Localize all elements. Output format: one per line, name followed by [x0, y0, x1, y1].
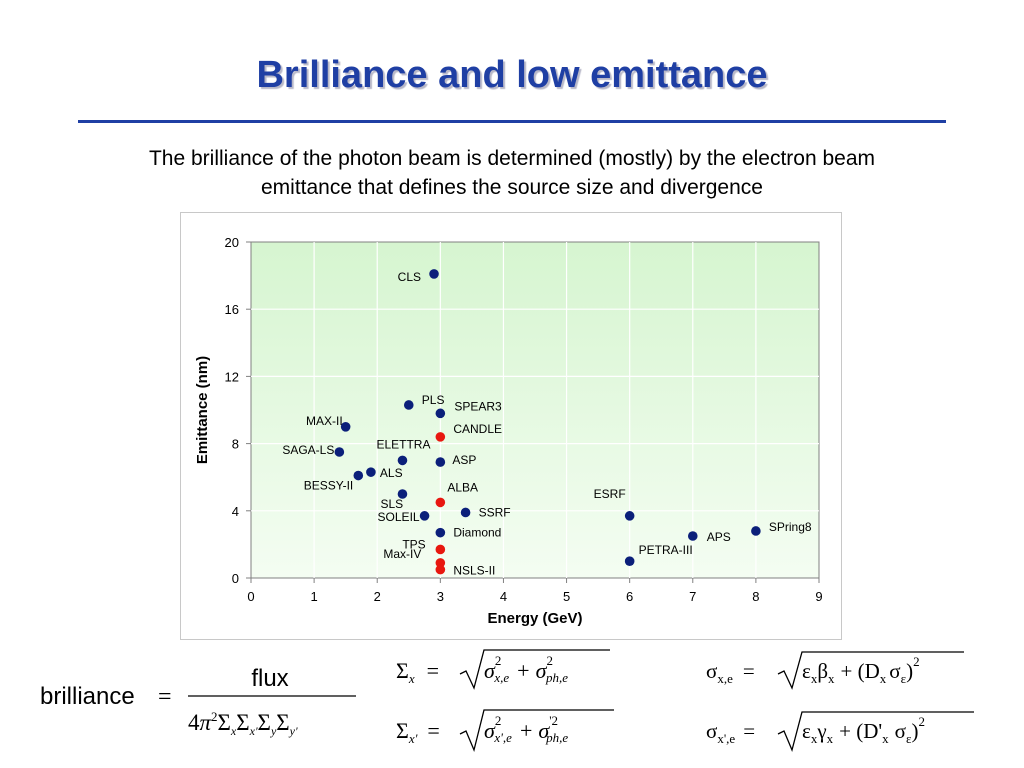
x-tick-label: 3 [437, 589, 444, 604]
data-label-asp: ASP [452, 453, 476, 467]
brilliance-denominator: 4π2ΣxΣx'ΣyΣy' [188, 709, 298, 738]
data-point-alba [435, 497, 446, 508]
data-point-bessy-ii [353, 470, 364, 481]
data-point-nsls-ii [435, 564, 446, 575]
data-label-candle: CANDLE [453, 422, 502, 436]
data-point-sls [397, 489, 408, 499]
x-tick-label: 8 [752, 589, 759, 604]
data-label-petra-iii: PETRA-III [639, 543, 693, 557]
y-tick-label: 20 [225, 235, 239, 250]
svg-text:σx,e=: σx,e = [706, 659, 755, 686]
data-label-spear3: SPEAR3 [454, 399, 502, 413]
brilliance-formula: brilliance = flux 4π2ΣxΣx'ΣyΣy' [40, 665, 356, 738]
data-label-sls: SLS [380, 497, 403, 511]
svg-text:σx',e=: σx',e = [706, 719, 755, 746]
data-label-max-ii: MAX-II [306, 414, 343, 428]
x-tick-label: 5 [563, 589, 570, 604]
data-point-als [366, 467, 376, 477]
data-label-nsls-ii: NSLS-II [453, 564, 495, 578]
sigma-xpe-formula: σx',e = εxγx + (D'x σε)2 [706, 711, 974, 753]
svg-text:σ2x',e+σ'2ph,e: σ2 x',e + σ'2 ph,e [484, 713, 568, 745]
data-point-pls [403, 400, 414, 410]
data-label-max-iv: Max-IV [383, 547, 421, 561]
x-tick-label: 1 [310, 589, 317, 604]
data-label-pls: PLS [422, 393, 445, 407]
data-point-petra-iii [624, 556, 635, 566]
data-point-spring8 [751, 526, 761, 536]
x-tick-label: 7 [689, 589, 696, 604]
y-tick-label: 8 [232, 437, 239, 452]
brilliance-equals: = [158, 684, 172, 710]
y-tick-label: 0 [232, 571, 239, 586]
data-label-spring8: SPring8 [769, 520, 812, 534]
title-underline [78, 120, 946, 123]
y-tick-label: 16 [225, 302, 239, 317]
data-point-tps [435, 544, 446, 555]
brilliance-lhs: brilliance [40, 683, 135, 710]
data-point-esrf [624, 511, 635, 521]
x-tick-label: 6 [626, 589, 633, 604]
data-label-als: ALS [380, 466, 403, 480]
data-label-esrf: ESRF [594, 487, 626, 501]
data-label-cls: CLS [398, 270, 421, 284]
x-tick-label: 0 [247, 589, 254, 604]
x-tick-label: 9 [815, 589, 822, 604]
data-point-saga-ls [334, 447, 345, 457]
data-point-elettra [397, 455, 408, 466]
data-label-bessy-ii: BESSY-II [304, 479, 354, 493]
data-label-alba: ALBA [447, 480, 478, 494]
subtitle-line-1: The brilliance of the photon beam is det… [148, 147, 876, 170]
y-axis-label: Emittance (nm) [194, 356, 211, 464]
data-label-tps: TPS [402, 537, 425, 551]
sigma-xprime-formula: Σx' = σ2 x',e + σ'2 ph,e [396, 709, 614, 753]
sigma-x-formula: Σx = σ2 x,e + σ2 ph,e [396, 649, 610, 690]
y-tick-label: 4 [232, 504, 239, 519]
x-axis-label: Energy (GeV) [487, 610, 582, 627]
data-point-diamond [435, 527, 446, 538]
x-tick-label: 4 [500, 589, 507, 604]
data-point-asp [435, 457, 446, 467]
svg-text:Σx=: Σx = [396, 658, 439, 686]
plot-area [250, 241, 820, 579]
data-point-spear3 [435, 408, 446, 419]
data-point-soleil [419, 511, 430, 521]
data-label-ssrf: SSRF [479, 505, 511, 519]
slide-title: Brilliance and low emittance [256, 54, 768, 96]
y-tick-label: 12 [225, 369, 239, 384]
data-label-saga-ls: SAGA-LS [282, 443, 334, 457]
data-point-max-ii [340, 422, 351, 432]
data-point-max-iv [435, 558, 446, 568]
emittance-chart: 0 1 2 3 4 5 6 7 8 9 0 4 8 12 16 20 CLS PLS SPEAR3 MAX-II CA… [180, 212, 842, 640]
data-point-ssrf [460, 507, 471, 518]
svg-text:εxγx+ (D'xσε)2: εxγx + (D'x σε)2 [802, 714, 925, 746]
data-point-cls [429, 269, 439, 279]
brilliance-numerator: flux [251, 665, 288, 692]
svg-text:Σx'=: Σx' = [396, 718, 440, 746]
x-tick-label: 2 [374, 589, 381, 604]
data-point-candle [435, 432, 446, 442]
data-label-diamond: Diamond [453, 526, 501, 540]
data-label-aps: APS [707, 530, 731, 544]
slide-subtitle: The brilliance of the photon beam is det… [50, 144, 974, 202]
subtitle-line-2: emittance that defines the source size a… [261, 176, 763, 199]
data-point-aps [687, 531, 698, 541]
data-label-soleil: SOLEIL [378, 510, 420, 524]
sigma-xe-formula: σx,e = εxβx + (Dx σε)2 [706, 651, 964, 690]
data-label-elettra: ELETTRA [376, 437, 430, 451]
